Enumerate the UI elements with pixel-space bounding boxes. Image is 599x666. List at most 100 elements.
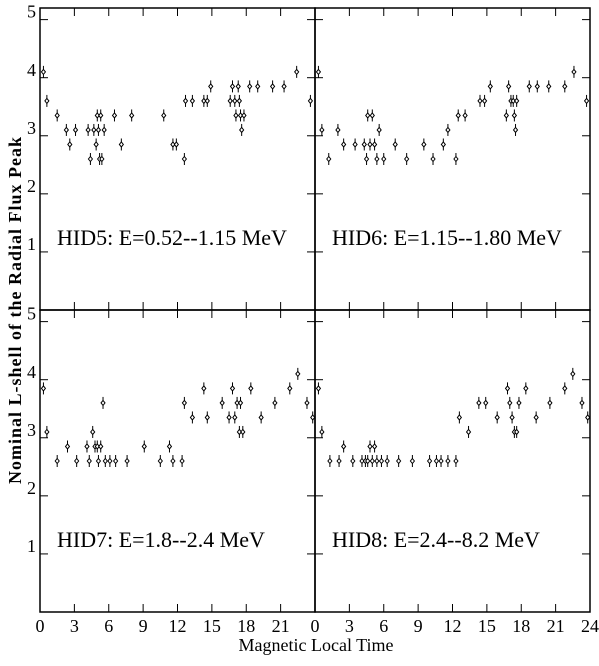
panel-title: HID5: E=0.52--1.15 MeV <box>57 225 287 250</box>
point-marker <box>376 126 382 134</box>
data-point <box>440 138 446 151</box>
data-point <box>208 80 214 93</box>
data-point <box>141 440 147 453</box>
data-point <box>371 440 378 453</box>
data-point <box>201 382 207 395</box>
y-tick-label: 1 <box>27 234 36 254</box>
data-point <box>237 396 244 409</box>
data-point <box>235 80 241 93</box>
point-marker <box>74 457 80 465</box>
data-point <box>369 109 375 122</box>
point-marker <box>335 126 341 134</box>
point-marker <box>67 141 73 148</box>
data-point <box>374 455 380 467</box>
point-marker <box>326 155 332 163</box>
data-point <box>433 455 440 467</box>
point-marker <box>95 126 102 134</box>
data-point <box>511 109 518 122</box>
data-point <box>232 94 238 107</box>
data-point <box>258 411 264 424</box>
data-point <box>512 123 519 136</box>
point-marker <box>363 155 370 163</box>
point-marker <box>319 126 325 134</box>
point-marker <box>64 443 71 450</box>
point-marker <box>93 141 99 148</box>
data-point <box>465 425 472 438</box>
point-marker <box>304 399 310 407</box>
x-tick-label: 18 <box>237 616 255 636</box>
data-point <box>63 123 69 136</box>
point-marker <box>327 457 333 465</box>
point-marker <box>201 97 207 105</box>
data-point <box>84 440 90 453</box>
point-marker <box>365 457 371 465</box>
point-marker <box>367 443 373 450</box>
point-marker <box>111 112 118 119</box>
point-marker <box>476 399 482 407</box>
data-point <box>476 396 482 409</box>
data-point <box>562 80 568 93</box>
point-marker <box>87 155 94 163</box>
point-marker <box>546 83 552 90</box>
data-point <box>570 367 576 380</box>
x-tick-label: 9 <box>139 616 148 636</box>
data-point <box>239 123 245 136</box>
data-point <box>204 94 210 107</box>
point-marker <box>269 83 276 90</box>
data-point <box>514 94 520 107</box>
point-marker <box>350 457 356 465</box>
point-marker <box>511 112 518 119</box>
point-marker <box>310 414 316 421</box>
data-point <box>64 440 71 453</box>
data-point <box>341 138 347 151</box>
y-tick-label: 4 <box>27 60 36 80</box>
data-point <box>54 455 60 467</box>
point-marker <box>465 428 472 436</box>
point-marker <box>369 112 375 119</box>
point-marker <box>481 97 488 105</box>
point-marker <box>374 155 380 163</box>
point-marker <box>453 155 459 163</box>
data-point <box>72 123 79 136</box>
x-tick-label: 24 <box>581 616 599 636</box>
panel-title: HID8: E=2.4--8.2 MeV <box>332 527 540 552</box>
data-point <box>445 455 451 467</box>
data-point <box>236 425 243 438</box>
data-point <box>181 153 188 165</box>
point-marker <box>72 126 79 134</box>
data-point <box>503 109 509 122</box>
point-marker <box>494 414 500 421</box>
data-point <box>359 455 365 467</box>
point-marker <box>526 83 532 90</box>
data-point <box>204 411 210 424</box>
data-point <box>227 94 233 107</box>
data-point <box>514 425 520 438</box>
point-marker <box>562 83 568 90</box>
x-tick-label: 15 <box>203 616 221 636</box>
data-point <box>102 455 108 467</box>
data-point <box>189 411 196 424</box>
point-marker <box>170 141 176 148</box>
point-marker <box>99 155 105 163</box>
data-point <box>319 123 325 136</box>
data-point <box>90 425 96 438</box>
point-marker <box>204 97 210 105</box>
point-marker <box>85 126 91 134</box>
plot-frame <box>314 309 591 613</box>
point-marker <box>44 97 50 105</box>
point-marker <box>247 83 253 90</box>
data-point <box>170 455 176 467</box>
data-point <box>101 123 107 136</box>
point-marker <box>240 428 246 436</box>
point-marker <box>112 457 119 465</box>
point-marker <box>507 399 513 407</box>
point-marker <box>514 97 520 105</box>
y-axis-label: Nominal L-shell of the Radial Flux Peak <box>5 136 25 484</box>
data-point <box>546 80 552 93</box>
data-point <box>510 94 516 107</box>
point-marker <box>534 83 540 90</box>
point-marker <box>455 112 461 119</box>
data-point <box>367 138 373 151</box>
data-point <box>44 425 50 438</box>
